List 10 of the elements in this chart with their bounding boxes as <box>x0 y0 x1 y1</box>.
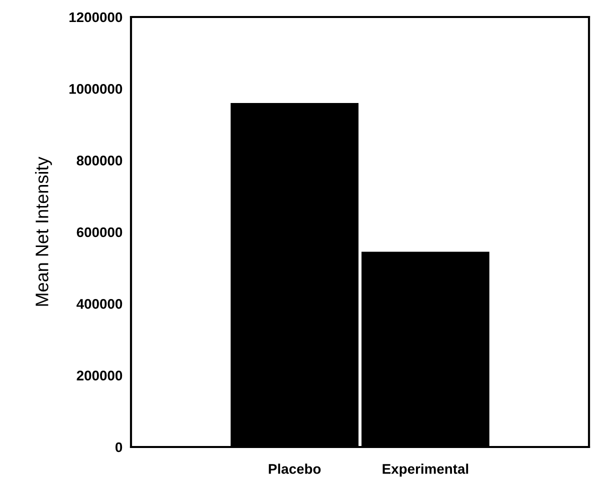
y-tick-label: 0 <box>115 442 122 452</box>
y-tick-label: 800000 <box>76 156 122 166</box>
y-tick-label: 200000 <box>76 370 122 381</box>
y-tick-label: 1200000 <box>69 12 122 22</box>
y-tick-label: 1000000 <box>69 84 122 94</box>
x-tick-label: Placebo <box>268 464 321 474</box>
y-tick-label: 400000 <box>76 299 122 309</box>
x-tick-label: Experimental <box>382 464 468 477</box>
y-tick-label: 600000 <box>76 227 122 238</box>
y-axis-title: Mean Net Intensity <box>35 156 52 306</box>
